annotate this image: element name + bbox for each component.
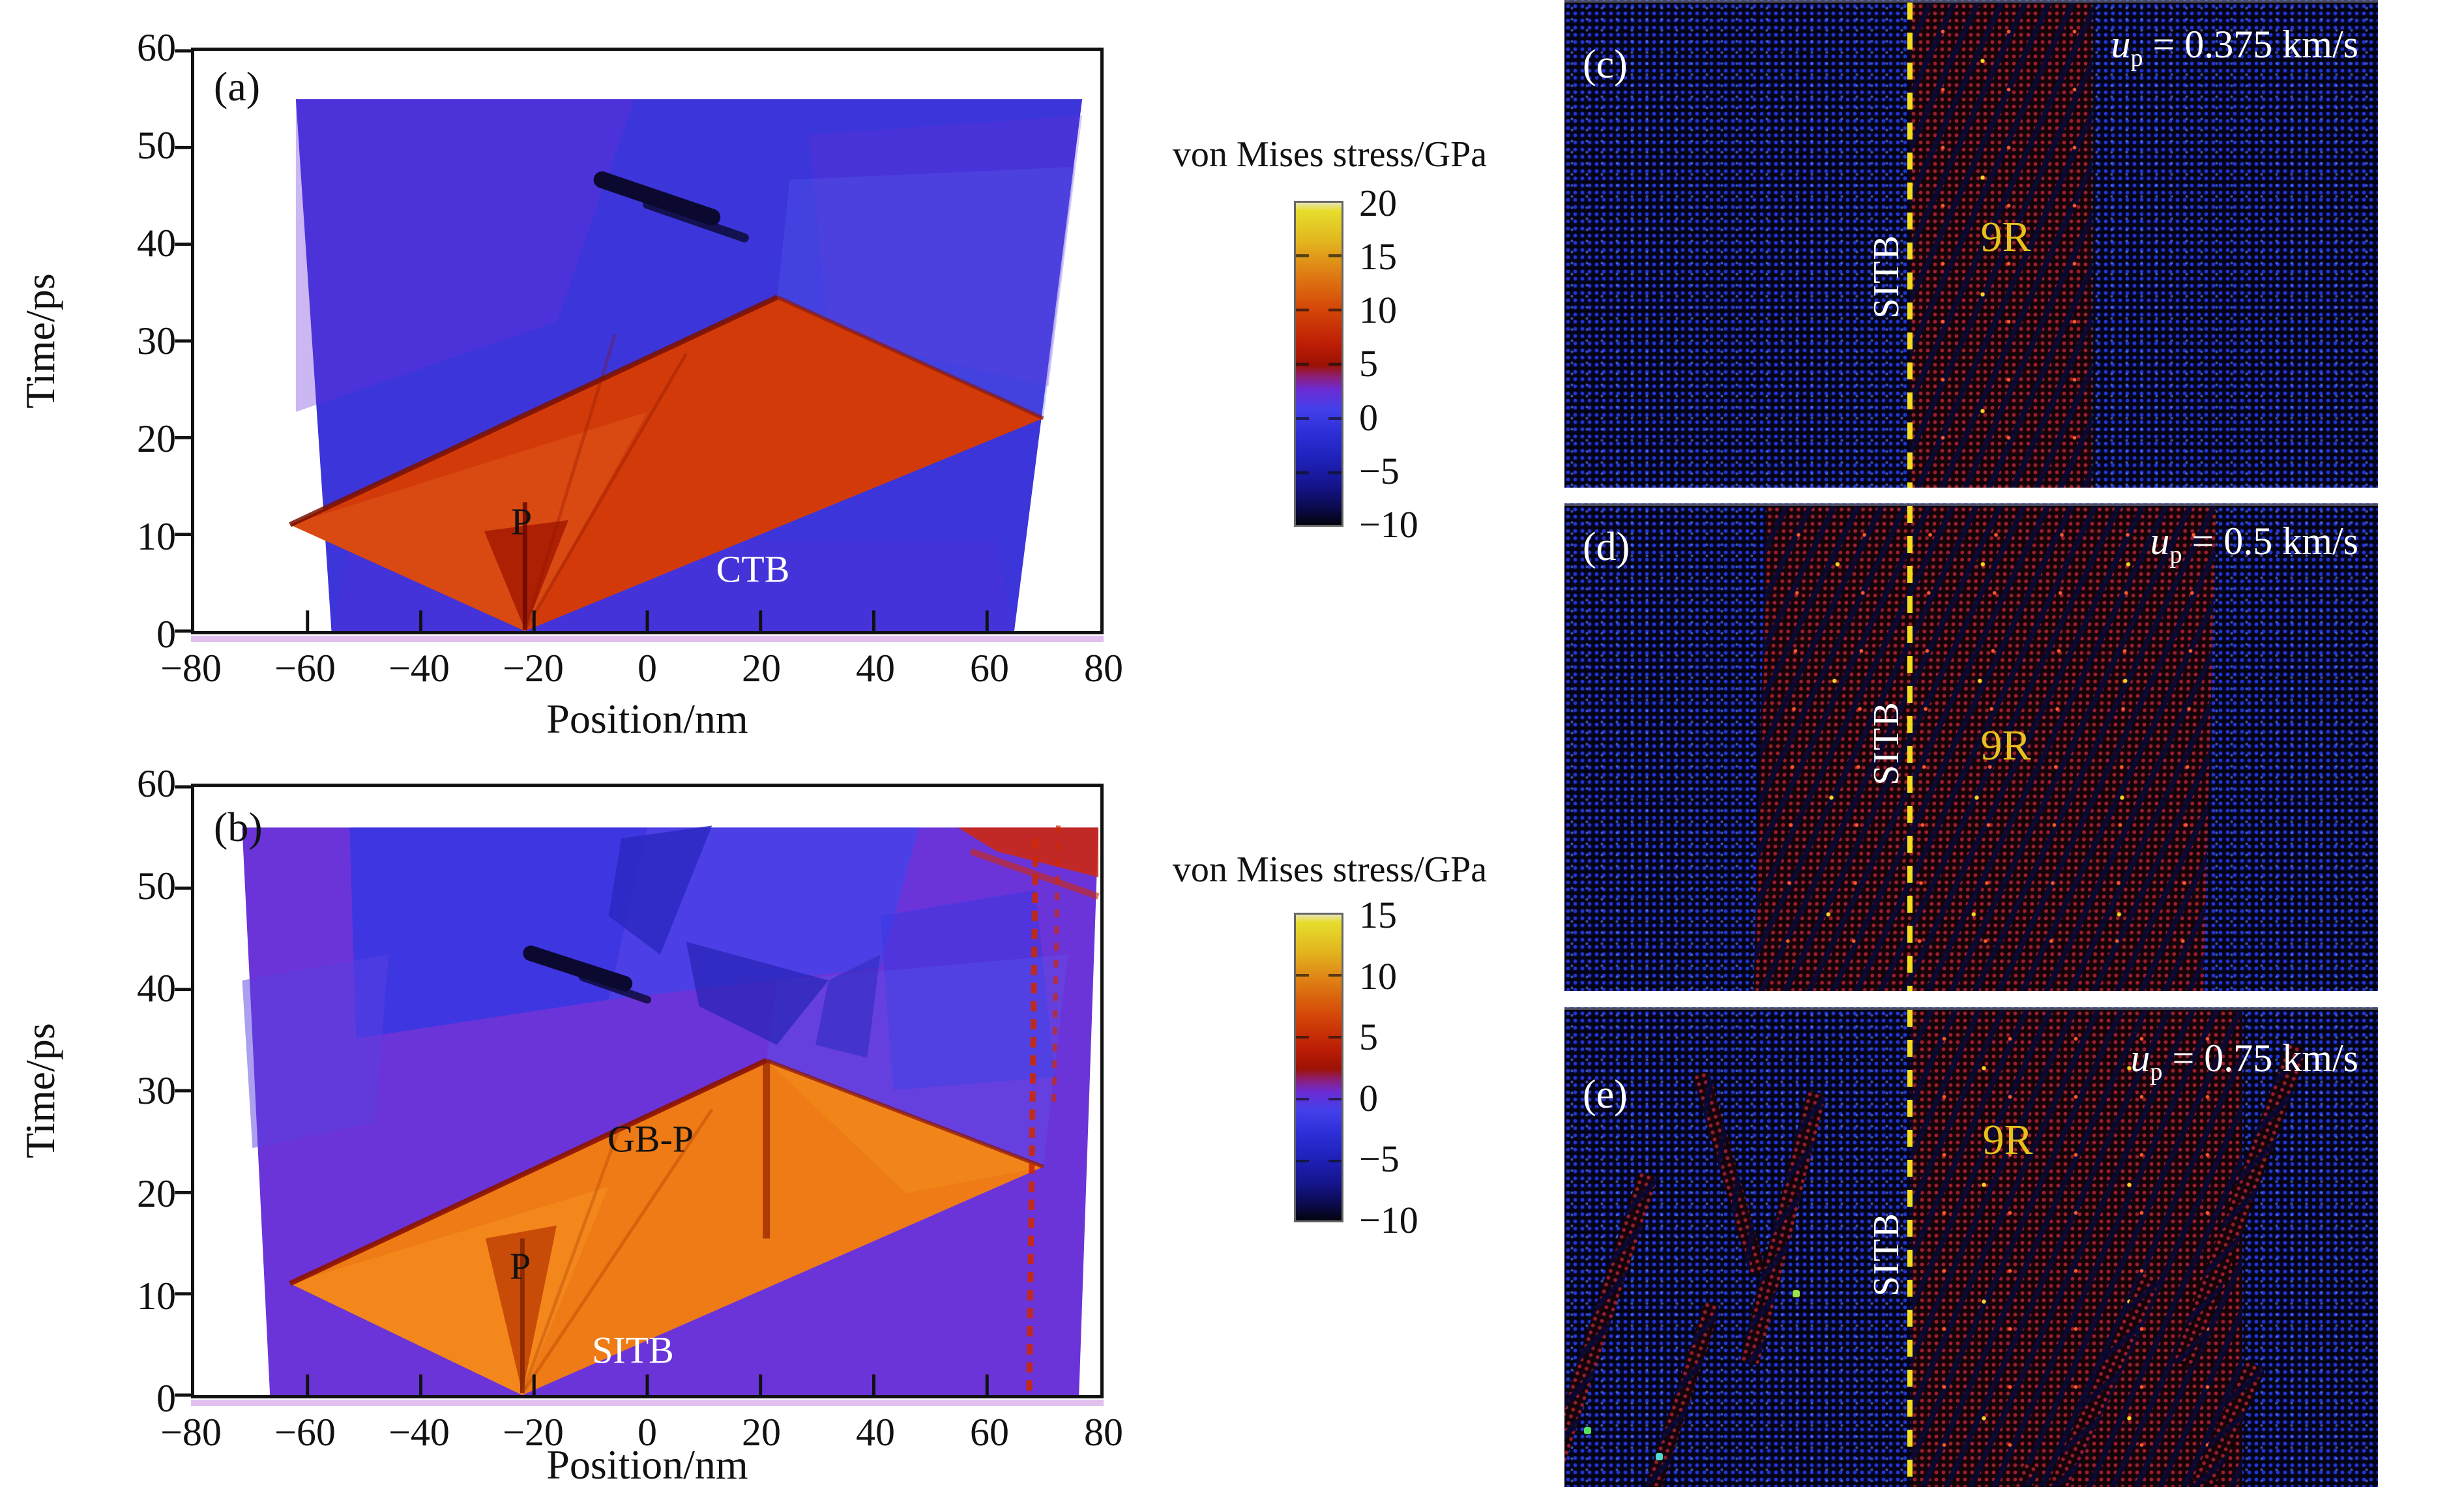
panel-a-label-ctb: CTB [716,548,790,591]
colorbar-top-tick-labels: 20 15 10 5 0 −5 −10 [1359,182,1418,546]
bright-atom-speck [1793,1290,1800,1297]
panel-a-label-p: P [510,500,533,543]
panel-a-tag: (a) [214,63,261,110]
panel-b-tag: (b) [214,804,263,850]
panel-b-label-gbp: GB-P [607,1117,694,1160]
panel-d-9r-label: 9R [1980,722,2031,769]
panel-e-sitb-dashed-line [1907,1010,1913,1487]
colorbar-bottom-tickmarks-left [1296,915,1309,1220]
panel-e-sitb-label: SITB [1866,1212,1907,1297]
snapshot-panel-d: SITB 9R (d) up = 0.5 km/s [1564,503,2378,991]
panel-a-x-ticks: −80 −60 −40 −20 0 20 40 60 80 [160,647,1123,690]
u-symbol: u [2150,520,2170,563]
panel-b-ylabel: Time/ps [17,1023,63,1158]
colorbar-top-tickmarks-right [1328,203,1342,525]
panel-b-label-sitb: SITB [592,1329,674,1372]
u-symbol: u [2111,23,2131,66]
panel-d-sitb-label: SITB [1866,701,1907,786]
panel-d-velocity-label: up = 0.5 km/s [2150,519,2358,569]
snapshot-column: SITB 9R (c) up = 0.375 km/s SITB 9R (d) … [1564,0,2378,1487]
u-symbol: u [2130,1037,2150,1080]
panel-b-heatmap [175,785,1100,1397]
panel-e-tag: (e) [1583,1072,1628,1117]
colorbar-top-bar [1294,201,1343,527]
panel-b-xlabel: Position/nm [546,1441,748,1488]
panel-e-9r-label: 9R [1982,1116,2033,1164]
panel-e-velocity-label: up = 0.75 km/s [2130,1036,2358,1086]
velocity-value: = 0.375 km/s [2143,23,2358,66]
panel-e-fault-streak [1692,1070,1767,1276]
panel-e-fault-streak [1620,1301,1722,1487]
colorbar-bottom-tick-labels: 15 10 5 0 −5 −10 [1359,894,1418,1241]
snapshot-panel-c: SITB 9R (c) up = 0.375 km/s [1564,0,2378,488]
panel-a-tick-marks [175,49,989,633]
panel-c-sitb-dashed-line [1907,3,1913,488]
colorbar-top-tickmarks-left [1296,203,1309,525]
snapshot-panel-e: SITB 9R (e) up = 0.75 km/s [1564,1007,2378,1487]
panel-b-label-p: P [509,1245,531,1288]
panel-a-ylabel: Time/ps [17,273,63,409]
panel-c-velocity-label: up = 0.375 km/s [2111,22,2358,72]
panel-a-bottom-strip [191,636,1104,642]
colorbar-top-title: von Mises stress/GPa [1172,134,1488,175]
bright-atom-speck [1656,1453,1663,1460]
panel-e-fault-streak [1564,1171,1658,1475]
panel-a-xlabel: Position/nm [546,696,748,742]
colorbar-bottom-tickmarks-right [1328,915,1342,1220]
colorbar-bottom-bar [1294,913,1343,1222]
colorbar-bottom-title: von Mises stress/GPa [1172,849,1488,890]
panel-b-bottom-strip [191,1400,1104,1406]
panel-d-sitb-dashed-line [1907,506,1913,991]
panel-a-y-ticks: 60 50 40 30 20 10 0 [137,26,176,656]
panel-c-sitb-label: SITB [1866,234,1907,319]
panel-b-y-ticks: 60 50 40 30 20 10 0 [137,762,176,1420]
u-subscript: p [2130,44,2143,72]
panel-a-heatmap [175,49,1083,633]
panel-d-tag: (d) [1583,525,1630,569]
panel-b-tick-marks [175,785,989,1397]
u-subscript: p [2150,1058,2163,1085]
panel-c-9r-band [1910,3,2092,488]
velocity-value: = 0.75 km/s [2162,1037,2358,1080]
panel-b-x-ticks: −80 −60 −40 −20 0 20 40 60 80 [160,1411,1123,1454]
panel-b-plot-area: (b) P GB-P SITB [175,784,1104,1398]
panel-c-tag: (c) [1583,42,1628,87]
panel-e-9r-band [1911,1010,2242,1487]
u-subscript: p [2169,541,2182,568]
panel-c-9r-label: 9R [1980,213,2031,261]
velocity-value: = 0.5 km/s [2182,520,2358,563]
bright-atom-speck [1584,1427,1591,1434]
panel-a-plot-area: (a) P CTB [175,48,1104,634]
